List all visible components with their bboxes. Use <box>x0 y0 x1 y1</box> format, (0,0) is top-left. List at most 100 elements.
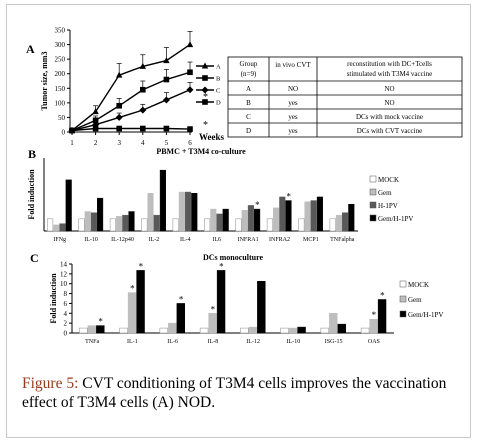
bar-mock <box>329 218 336 232</box>
significance-star: * <box>219 261 224 271</box>
x-tick-label: TNFa <box>85 339 99 345</box>
significance-star: * <box>255 200 260 210</box>
y-tick-label: 14 <box>60 261 68 269</box>
bar-gem <box>335 214 342 232</box>
data-point <box>92 117 99 124</box>
y-tick-label: 150 <box>55 85 66 93</box>
legend-label: Gem/H-1PV <box>378 215 413 223</box>
x-tick-label: OAS <box>368 339 380 345</box>
bar-gem <box>147 193 154 232</box>
data-point <box>201 62 209 69</box>
bar-gem <box>273 207 280 232</box>
bar-gem-h-1pv <box>254 208 261 232</box>
legend-label: MOCK <box>378 176 399 184</box>
data-point <box>116 71 123 78</box>
legend-label: Gem <box>378 189 392 197</box>
data-point <box>186 86 194 94</box>
data-point <box>115 113 123 121</box>
data-point <box>201 86 209 94</box>
significance-star: * <box>211 304 216 314</box>
x-tick-label: 1 <box>70 139 74 147</box>
bar-mock <box>47 218 54 232</box>
bar-h-1pv <box>90 212 97 232</box>
bar-mock <box>141 218 148 232</box>
bar-h-1pv <box>122 214 129 232</box>
data-point <box>116 102 122 109</box>
bar-gem-h-1pv <box>285 200 292 232</box>
legend-label: C <box>216 88 220 95</box>
y-tick-label: 8 <box>64 290 68 298</box>
table-header-cell: (n=9) <box>241 70 257 78</box>
table-border <box>227 56 463 138</box>
figure-caption: Figure 5: CVT conditioning of T3M4 cells… <box>22 374 467 412</box>
x-tick-label: IFNg <box>53 237 66 243</box>
y-tick-label: 2 <box>64 320 68 328</box>
chart-title: PBMC + T3M4 co-culture <box>156 147 246 156</box>
bar-gem <box>369 318 378 334</box>
x-tick-label: 2 <box>94 139 98 147</box>
x-tick-label: 4 <box>141 139 145 147</box>
table-cell: A <box>246 85 251 93</box>
significance-star: * <box>203 120 208 131</box>
bar-gem <box>87 325 97 334</box>
x-axis-label: Weeks <box>199 132 224 142</box>
data-point <box>139 106 147 114</box>
bar-h-1pv <box>310 200 317 232</box>
bar-mock <box>79 327 88 334</box>
data-point <box>69 127 75 134</box>
series-line-b <box>71 71 191 132</box>
legend-label: A <box>216 64 221 71</box>
figure-label: Figure 5: <box>22 375 79 392</box>
bar-mock <box>119 327 128 334</box>
x-tick-label: IL-8 <box>208 339 219 345</box>
legend-label: D <box>216 100 221 107</box>
bar-gem-h-1pv <box>316 196 323 232</box>
bar-mock <box>172 218 179 232</box>
x-tick-label: IL6 <box>212 237 221 243</box>
bar-gem-h-1pv <box>97 197 104 232</box>
table-cell: D <box>246 127 251 135</box>
series-line-d <box>71 127 191 132</box>
bar-gem <box>248 326 258 334</box>
significance-star: * <box>130 284 135 294</box>
bar-gem <box>288 327 298 334</box>
panel-b-letter: B <box>28 147 36 161</box>
bar-gem-h-1pv <box>159 169 166 232</box>
bar-gem <box>329 313 338 334</box>
data-point <box>116 125 122 132</box>
legend-label: Gem/H-1PV <box>408 311 443 319</box>
bar-h-1pv <box>185 191 192 232</box>
bar-mock <box>204 218 211 232</box>
bar-mock <box>109 218 116 232</box>
bar-gem-h-1pv <box>337 323 347 334</box>
x-tick-label: IL-1 <box>127 339 138 345</box>
panel-a-letter: A <box>26 42 35 56</box>
legend-label: B <box>216 76 221 83</box>
bar-h-1pv <box>59 223 66 232</box>
significance-star: * <box>380 290 385 300</box>
y-axis-label: Fold induction <box>27 169 36 220</box>
x-tick-label: 3 <box>117 139 121 147</box>
y-tick-label: 12 <box>60 270 68 278</box>
legend-swatch <box>369 175 377 183</box>
x-tick-label: IL-10 <box>287 339 301 345</box>
table-cell: NO <box>288 85 298 93</box>
data-point <box>139 62 146 69</box>
bar-gem-h-1pv <box>65 179 72 232</box>
figure-frame <box>6 4 471 438</box>
data-point <box>163 57 170 64</box>
significance-star: * <box>179 294 184 304</box>
y-tick-label: 350 <box>55 27 66 35</box>
table-cell: NO <box>384 99 394 107</box>
legend-swatch <box>399 295 407 303</box>
bar-gem <box>116 216 123 232</box>
bar-gem-h-1pv <box>96 325 105 334</box>
bar-gem <box>304 201 311 232</box>
x-tick-label: IL-4 <box>180 237 191 243</box>
y-axis-label: Fold induction <box>49 273 58 324</box>
table-header-cell: Group <box>240 60 258 68</box>
bar-gem-h-1pv <box>377 299 387 334</box>
legend-swatch <box>369 214 377 222</box>
